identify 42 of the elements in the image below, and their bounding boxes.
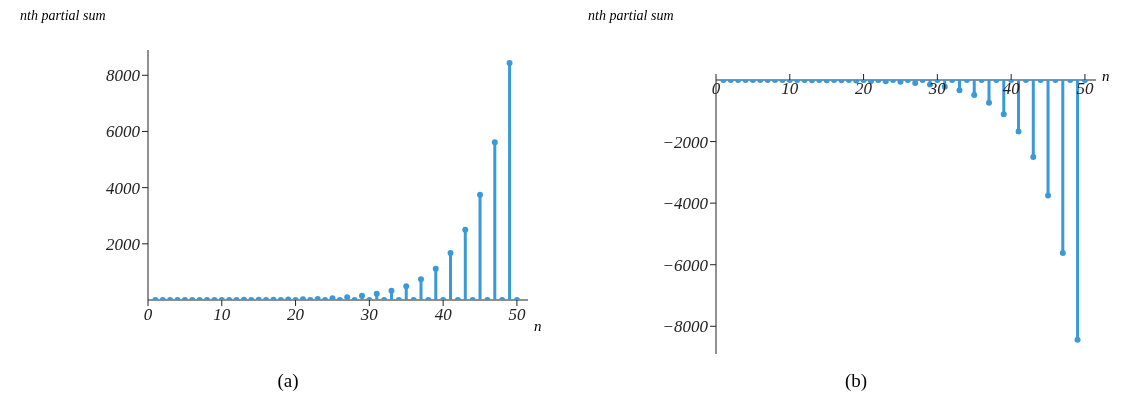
point xyxy=(1074,336,1081,343)
x-tick-label: 30 xyxy=(359,305,379,324)
point xyxy=(1030,153,1037,160)
point xyxy=(477,191,484,198)
x-tick-label: 10 xyxy=(213,305,231,324)
y-tick-label: −4000 xyxy=(662,194,709,214)
text: (a) xyxy=(276,370,300,392)
y-tick-label: 2000 xyxy=(106,234,141,254)
x-tick-label: 10 xyxy=(781,79,799,98)
x-axis-title: n xyxy=(1102,68,1110,85)
x-tick-label: 20 xyxy=(287,305,305,324)
y-tick-label: 6000 xyxy=(106,122,141,142)
x-axis-title: n xyxy=(534,318,542,335)
x-tick-label: 50 xyxy=(508,305,526,324)
text: (b) xyxy=(843,370,869,392)
x-tick-label: 20 xyxy=(855,79,873,98)
x-tick-label: 40 xyxy=(434,305,453,324)
point xyxy=(986,99,992,106)
x-tick-label: 30 xyxy=(927,79,947,98)
point xyxy=(1000,111,1007,118)
point xyxy=(491,139,498,146)
point xyxy=(1059,250,1066,256)
point xyxy=(447,250,454,257)
y-axis-title: nth partial sum xyxy=(20,8,106,24)
point xyxy=(1015,128,1022,135)
y-tick-label: 4000 xyxy=(106,178,141,198)
x-tick-label: 0 xyxy=(143,305,153,324)
point xyxy=(956,87,963,94)
point xyxy=(971,92,978,99)
point xyxy=(388,287,395,294)
y-tick-label: −2000 xyxy=(662,132,709,152)
point xyxy=(418,276,424,283)
x-tick-label: 0 xyxy=(711,79,721,98)
y-tick-label: 8000 xyxy=(106,66,141,86)
y-tick-label: −6000 xyxy=(662,255,709,275)
y-axis-title: nth partial sum xyxy=(588,8,674,24)
point xyxy=(462,226,469,233)
point xyxy=(506,59,513,66)
point xyxy=(432,265,439,272)
point xyxy=(1045,192,1052,199)
y-tick-label: −8000 xyxy=(662,317,709,337)
point xyxy=(403,283,410,290)
